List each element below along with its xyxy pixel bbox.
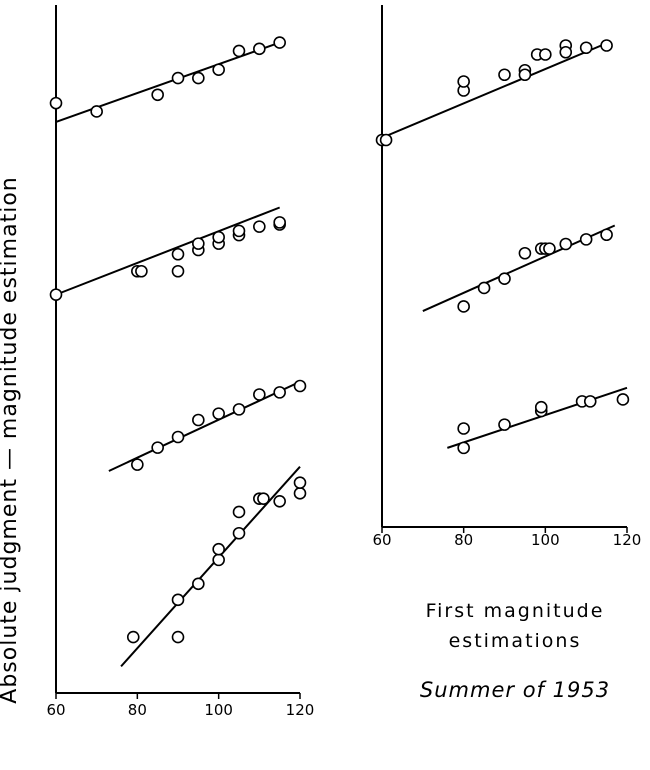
data-point bbox=[273, 36, 286, 49]
fit-line bbox=[120, 466, 301, 668]
figure-subtitle: Summer of 1953 bbox=[419, 678, 611, 702]
data-point bbox=[131, 458, 144, 471]
data-point bbox=[559, 45, 573, 59]
data-point bbox=[151, 88, 164, 102]
data-point bbox=[616, 393, 630, 406]
data-point bbox=[273, 494, 286, 508]
data-point bbox=[579, 41, 593, 55]
data-point bbox=[212, 230, 225, 244]
data-point bbox=[192, 577, 205, 591]
data-point bbox=[232, 526, 246, 540]
fit-line bbox=[55, 206, 281, 296]
data-point bbox=[498, 68, 511, 82]
data-point bbox=[49, 96, 63, 110]
data-point bbox=[257, 492, 270, 505]
data-point bbox=[171, 71, 185, 85]
fit-line bbox=[447, 386, 628, 449]
data-point bbox=[192, 71, 205, 85]
fit-line bbox=[108, 380, 301, 472]
data-point bbox=[192, 413, 205, 427]
y-axis-label: Absolute judgment — magnitude estimation bbox=[0, 176, 22, 704]
series-2 bbox=[49, 206, 286, 301]
data-point bbox=[171, 593, 185, 607]
x-tick-label: 60 bbox=[372, 531, 391, 549]
series-1 bbox=[375, 39, 613, 147]
series-3 bbox=[447, 386, 630, 455]
data-point bbox=[539, 48, 552, 61]
data-point bbox=[534, 400, 548, 414]
left-panel: 60 80 100 120 bbox=[46, 5, 314, 719]
data-point bbox=[457, 300, 470, 313]
data-point bbox=[253, 42, 266, 56]
data-point bbox=[543, 242, 556, 255]
data-point bbox=[232, 505, 246, 519]
data-point bbox=[171, 247, 185, 261]
data-point bbox=[579, 233, 593, 246]
figure-canvas: 60 80 100 120 60 80 100 120 bbox=[46, 5, 641, 719]
data-point bbox=[518, 68, 532, 82]
x-tick-label: 60 bbox=[46, 701, 65, 719]
series-1 bbox=[49, 36, 286, 123]
x-tick-label: 80 bbox=[454, 531, 473, 549]
data-point bbox=[232, 403, 246, 416]
data-point bbox=[90, 105, 103, 118]
data-point bbox=[518, 246, 532, 260]
data-point bbox=[559, 237, 573, 251]
data-point bbox=[192, 237, 205, 250]
data-point bbox=[253, 220, 266, 233]
data-point bbox=[171, 430, 185, 444]
data-point bbox=[498, 418, 511, 431]
data-point bbox=[273, 386, 286, 399]
x-tick-label: 80 bbox=[128, 701, 147, 719]
right-panel: 60 80 100 120 bbox=[372, 5, 641, 549]
fit-line bbox=[381, 42, 607, 139]
x-tick-label: 120 bbox=[286, 701, 315, 719]
data-point bbox=[293, 487, 307, 500]
data-point bbox=[171, 264, 185, 278]
series-2 bbox=[422, 224, 616, 313]
data-point bbox=[232, 224, 246, 238]
data-point bbox=[293, 379, 307, 393]
x-axis-label: First magnitude estimations bbox=[425, 600, 605, 652]
data-point bbox=[126, 630, 140, 644]
series-3 bbox=[108, 379, 307, 472]
data-point bbox=[212, 407, 225, 420]
data-point bbox=[273, 216, 286, 229]
fit-line bbox=[55, 41, 281, 123]
data-point bbox=[600, 39, 613, 52]
data-point bbox=[293, 476, 307, 489]
data-point bbox=[135, 264, 148, 278]
x-tick-label: 100 bbox=[204, 701, 233, 719]
x-tick-label: 120 bbox=[613, 531, 642, 549]
data-point bbox=[212, 542, 225, 556]
data-point bbox=[457, 441, 470, 455]
data-point bbox=[232, 44, 246, 58]
data-point bbox=[379, 133, 393, 147]
data-point bbox=[457, 75, 470, 88]
x-tick-label: 100 bbox=[531, 531, 560, 549]
data-point bbox=[583, 395, 597, 408]
data-point bbox=[253, 388, 266, 401]
data-point bbox=[600, 228, 613, 242]
data-point bbox=[49, 288, 63, 301]
data-point bbox=[151, 441, 164, 454]
data-point bbox=[212, 63, 225, 77]
series-4 bbox=[120, 466, 307, 668]
data-point bbox=[212, 553, 225, 567]
data-point bbox=[457, 422, 470, 435]
data-point bbox=[498, 272, 511, 285]
data-point bbox=[477, 281, 491, 295]
data-point bbox=[171, 630, 185, 644]
